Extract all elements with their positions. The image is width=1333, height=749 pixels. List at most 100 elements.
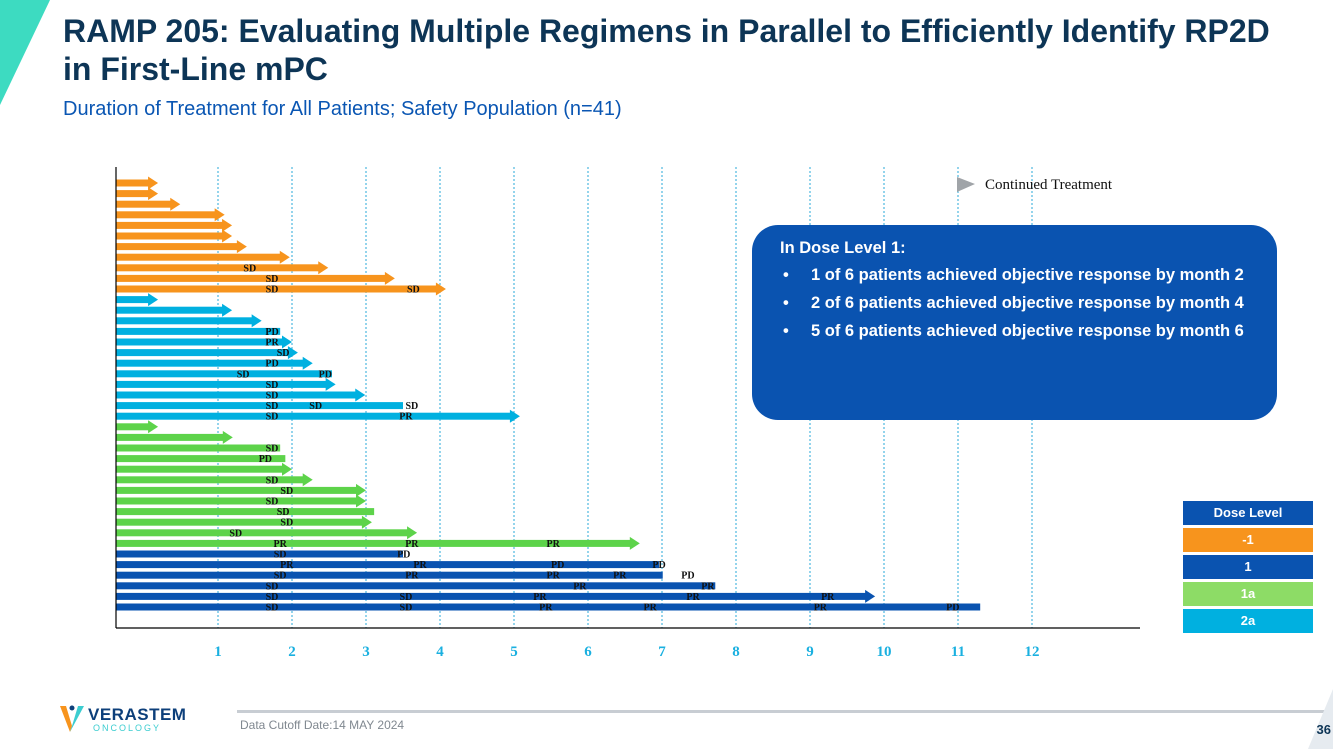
response-label: SD: [400, 592, 413, 603]
response-label: SD: [266, 274, 279, 285]
duration-bar: [116, 402, 403, 410]
duration-bar: [116, 380, 327, 388]
response-label: SD: [274, 550, 287, 561]
duration-bar: [116, 603, 981, 611]
duration-bar: [116, 539, 631, 547]
duration-bar: [116, 571, 663, 579]
response-label: PD: [265, 327, 278, 338]
patient-row: [116, 356, 313, 370]
continued-arrow-icon: [957, 177, 975, 192]
patient-row: [116, 335, 292, 349]
corner-accent: [0, 0, 50, 105]
patient-row: [116, 314, 262, 328]
continued-arrow: [222, 229, 233, 243]
response-label: PD: [265, 359, 278, 370]
duration-bar: [116, 455, 286, 463]
response-label: PR: [405, 539, 419, 550]
legend-item-2a: 2a: [1183, 609, 1313, 633]
response-label: SD: [266, 603, 279, 614]
response-label: SD: [407, 285, 420, 296]
continued-label: Continued Treatment: [985, 177, 1113, 193]
duration-bar: [116, 306, 224, 314]
response-label: PR: [405, 571, 419, 582]
patient-row: [116, 282, 446, 296]
x-tick-label: 10: [877, 644, 892, 660]
patient-row: [116, 462, 292, 476]
duration-bar: [116, 264, 320, 272]
logo-subtext: ONCOLOGY: [93, 723, 162, 733]
patient-row: [116, 240, 247, 254]
patient-row: [116, 197, 181, 211]
x-tick-label: 5: [510, 644, 518, 660]
continued-arrow: [214, 208, 225, 222]
duration-bar: [116, 296, 150, 304]
duration-bar: [116, 423, 150, 431]
response-label: PR: [573, 581, 587, 592]
response-label: SD: [274, 571, 287, 582]
continued-arrow: [435, 282, 446, 296]
patient-row: [116, 571, 663, 579]
continued-arrow: [407, 526, 418, 540]
patient-row: [116, 444, 281, 452]
duration-bar: [116, 285, 437, 293]
callout-bullet: 2 of 6 patients achieved objective respo…: [780, 292, 1249, 315]
response-label: SD: [266, 444, 279, 455]
patient-row: [116, 271, 395, 285]
continued-arrow: [361, 515, 372, 529]
continued-arrow: [629, 536, 640, 550]
patient-row: [116, 550, 403, 558]
patient-row: [116, 208, 225, 222]
response-label: PR: [265, 338, 279, 349]
x-tick-label: 4: [436, 644, 444, 660]
response-label: PD: [319, 369, 332, 380]
duration-bar: [116, 529, 409, 537]
x-tick-label: 7: [658, 644, 666, 660]
patient-row: [116, 250, 290, 264]
continued-arrow: [222, 218, 233, 232]
corner-accent-bottom: [1308, 689, 1333, 749]
x-tick-label: 8: [732, 644, 740, 660]
continued-arrow: [287, 346, 298, 360]
dose-level-legend: Dose Level -1 1 1a 2a: [1183, 501, 1313, 636]
response-label: SD: [266, 412, 279, 423]
duration-bar: [116, 179, 150, 187]
response-label: PR: [686, 592, 700, 603]
duration-bar: [116, 232, 224, 240]
page-number: 36: [1316, 722, 1331, 737]
response-label: SD: [309, 401, 322, 412]
response-label: PR: [613, 571, 627, 582]
continued-arrow: [170, 197, 181, 211]
page-subtitle: Duration of Treatment for All Patients; …: [63, 98, 622, 120]
dose-level-1-callout: In Dose Level 1: 1 of 6 patients achieve…: [752, 225, 1277, 420]
continued-arrow: [236, 240, 247, 254]
duration-bar: [116, 274, 386, 282]
duration-bar: [116, 508, 375, 516]
patient-row: [116, 582, 716, 590]
x-tick-label: 9: [806, 644, 814, 660]
continued-arrow: [148, 187, 159, 201]
page-title: RAMP 205: Evaluating Multiple Regimens i…: [63, 13, 1270, 87]
response-label: PR: [413, 560, 427, 571]
data-cutoff-date: Data Cutoff Date:14 MAY 2024: [240, 718, 405, 732]
callout-bullet: 1 of 6 patients achieved objective respo…: [780, 264, 1249, 287]
callout-heading: In Dose Level 1:: [780, 239, 906, 257]
duration-bar: [116, 338, 283, 346]
patient-row: [116, 261, 329, 275]
continued-arrow: [356, 494, 366, 508]
callout-bullet: 5 of 6 patients achieved objective respo…: [780, 320, 1249, 343]
duration-bar: [116, 221, 224, 229]
duration-bar: [116, 550, 403, 558]
response-label: PR: [643, 603, 657, 614]
duration-bar: [116, 200, 172, 208]
duration-bar: [116, 327, 281, 335]
response-label: SD: [266, 380, 279, 391]
continued-arrow: [282, 462, 292, 476]
response-label: PD: [259, 454, 272, 465]
response-label: SD: [400, 603, 413, 614]
legend-title: Dose Level: [1183, 501, 1313, 525]
continued-arrow: [222, 303, 233, 317]
response-label: SD: [277, 507, 290, 518]
response-label: PD: [946, 603, 959, 614]
patient-row: [116, 603, 981, 611]
